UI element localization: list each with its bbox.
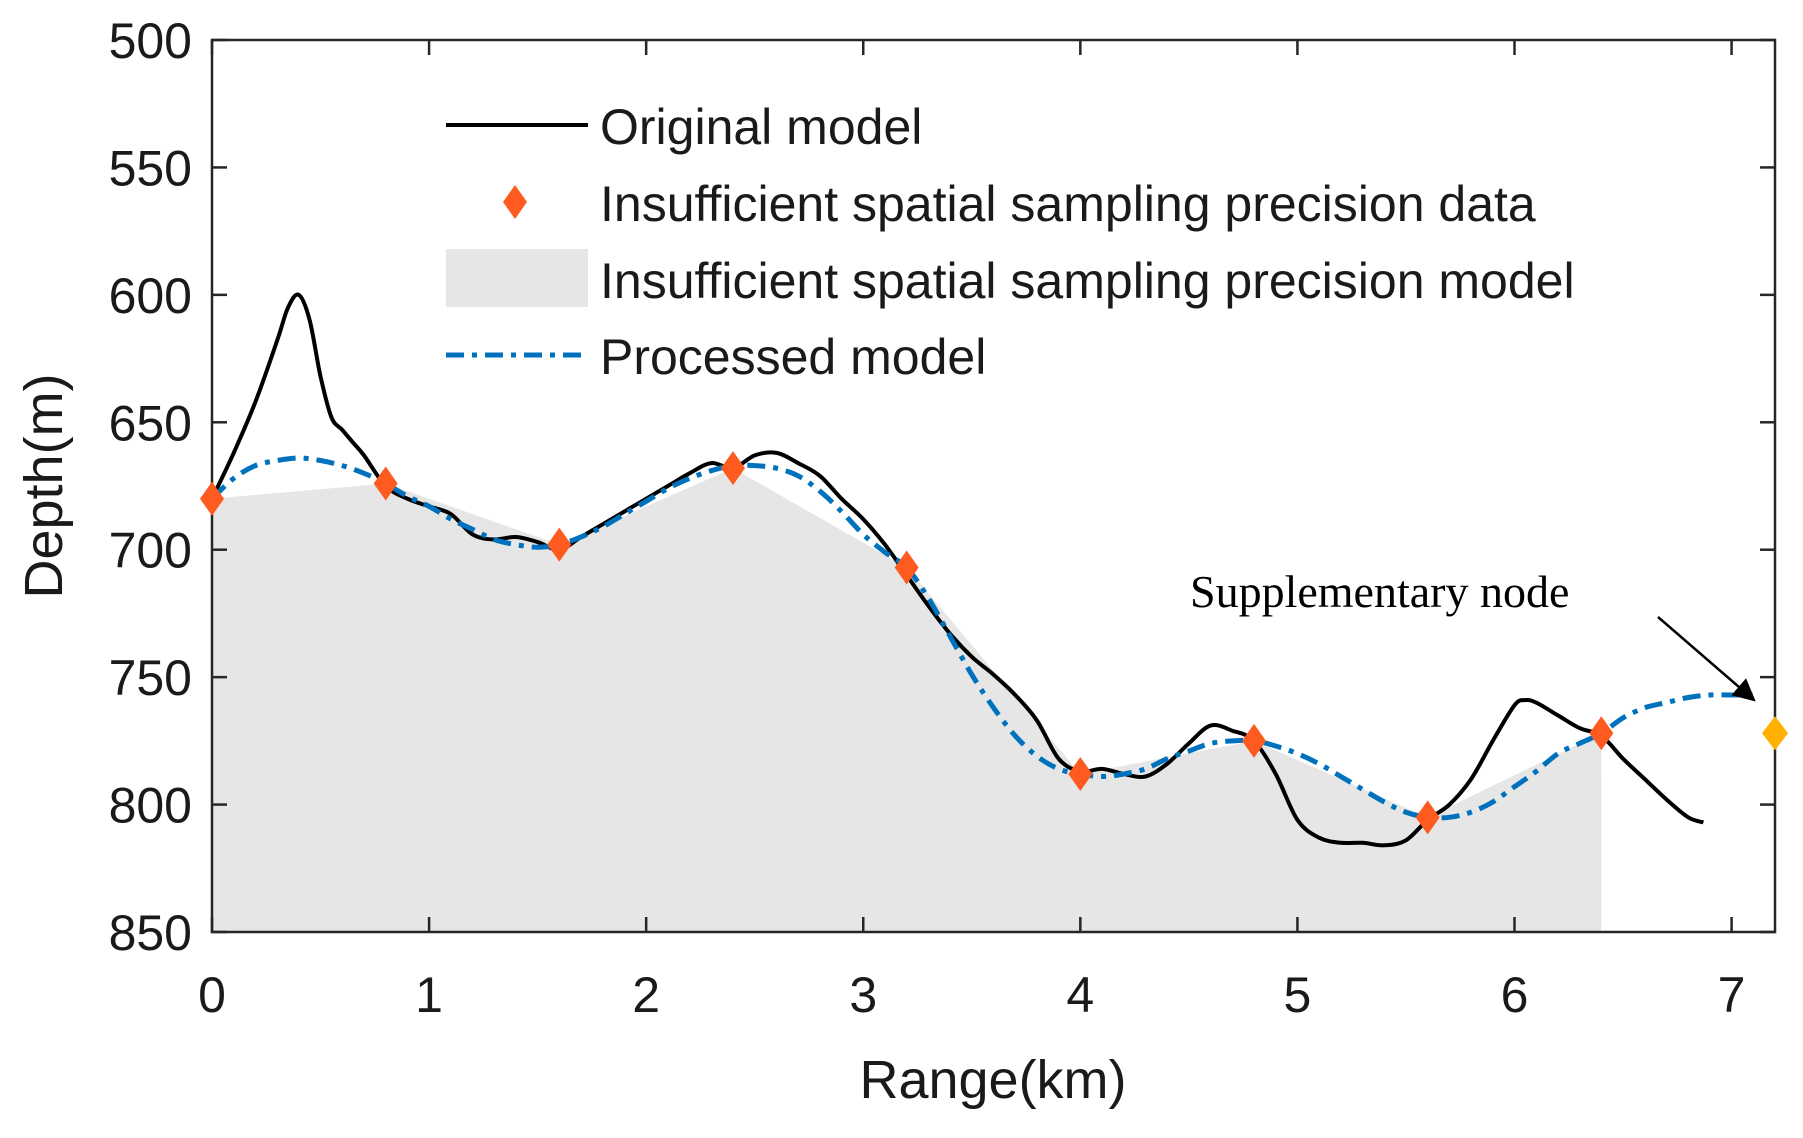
x-axis-label: Range(km) [859,1050,1126,1110]
supplementary-node-point [1762,716,1788,751]
x-tick-label: 5 [1284,967,1312,1023]
x-tick-label: 3 [849,967,877,1023]
sampling-data-point [200,481,224,516]
sampling-data-point [373,466,398,501]
y-tick-label: 500 [109,13,192,69]
legend-area-swatch [446,249,588,307]
x-tick-label: 7 [1718,967,1746,1023]
y-tick-label: 850 [109,905,192,961]
sampling-data-point [547,527,572,562]
annotation-layer: Supplementary node [1190,566,1756,702]
y-tick-label: 800 [109,778,192,834]
legend-label-processed: Processed model [600,329,986,385]
sampling-model-area [212,468,1602,932]
supplementary-node-label: Supplementary node [1190,566,1569,617]
legend-label-area: Insufficient spatial sampling precision … [600,253,1575,309]
processed-model-line [212,455,1754,821]
sampling-data-point [1415,800,1440,835]
x-tick-label: 6 [1501,967,1529,1023]
sampling-data-point [721,451,745,486]
x-tick-label: 0 [198,967,226,1023]
y-tick-label: 550 [109,140,192,196]
legend-data-swatch [503,185,527,219]
x-tick-label: 4 [1066,967,1094,1023]
sampling-data-point [894,550,919,585]
y-tick-label: 600 [109,268,192,324]
x-tick-label: 1 [415,967,443,1023]
y-tick-label: 750 [109,650,192,706]
legend-label-data: Insufficient spatial sampling precision … [600,176,1536,232]
sampling-data-point [1242,723,1266,758]
sampling-data-point [1589,716,1614,751]
supplementary-node-arrow [1657,616,1756,702]
x-tick-label: 2 [632,967,660,1023]
legend: Original model Insufficient spatial sampl… [446,99,1575,385]
sampling-data-point [1068,756,1093,791]
sampling-model-area-layer [212,468,1602,932]
axis-ticks-layer: 0 1 2 3 4 5 6 7 500 550 600 650 700 750 800 850 [109,13,1775,1023]
legend-label-original: Original model [600,99,922,155]
y-tick-label: 700 [109,523,192,579]
y-axis-label: Depth(m) [14,373,74,598]
y-tick-label: 650 [109,395,192,451]
data-markers-layer [200,451,1788,835]
